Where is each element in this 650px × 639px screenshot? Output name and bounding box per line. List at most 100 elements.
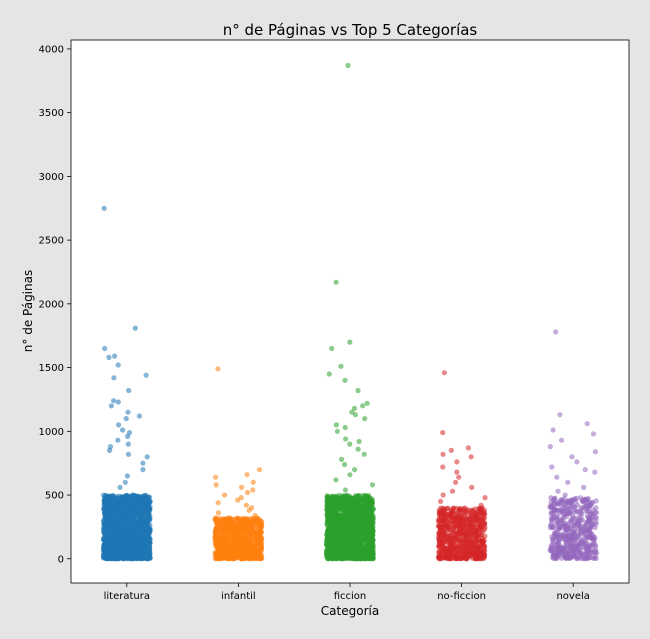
point-ficcion [333,521,340,527]
point-infantil [215,510,222,516]
point-literatura [114,540,120,547]
outlier-literatura [101,205,107,211]
point-ficcion [350,554,356,560]
point-ficcion [359,515,365,521]
point-ficcion [324,531,330,537]
point-infantil [250,479,256,485]
point-literatura [137,521,143,527]
point-infantil [227,521,233,527]
point-literatura [106,540,112,546]
point-literatura [131,535,137,541]
point-ficcion [340,499,346,505]
point-literatura [140,467,146,473]
point-ficcion [334,428,340,434]
point-literatura [146,499,153,505]
point-literatura [112,516,118,522]
point-ficcion [329,345,335,352]
point-ficcion [339,530,345,536]
point-literatura [117,484,123,490]
point-literatura [125,451,132,457]
point-literatura [141,515,147,521]
point-ficcion [343,492,349,498]
point-no-ficcion [481,546,487,552]
point-ficcion [347,339,353,345]
outlier-ficcion [333,279,339,285]
point-ficcion [344,507,350,513]
point-literatura [137,499,143,505]
point-ficcion [366,509,372,515]
point-ficcion [344,499,350,505]
plot-area [71,40,629,583]
point-literatura [102,551,108,557]
point-infantil [235,536,241,542]
point-infantil [247,541,254,548]
point-ficcion [365,505,371,511]
point-literatura [135,504,141,510]
point-literatura [121,494,127,500]
point-infantil [256,526,262,532]
point-ficcion [342,461,348,468]
point-ficcion [370,543,376,549]
point-ficcion [360,507,366,513]
point-ficcion [369,528,375,534]
point-literatura [107,517,113,523]
point-ficcion [330,509,336,515]
point-infantil [237,552,243,558]
point-ficcion [334,554,340,560]
point-ficcion [355,446,361,452]
point-ficcion [343,436,349,442]
point-literatura [102,530,108,537]
point-ficcion [361,451,367,457]
point-literatura [129,542,135,548]
point-infantil [229,530,235,536]
point-literatura [115,362,121,368]
point-ficcion [327,520,333,526]
point-infantil [212,535,218,541]
point-literatura [114,509,120,515]
point-infantil [212,553,218,559]
point-literatura [113,503,119,510]
point-ficcion [331,502,337,509]
point-literatura [139,537,146,544]
point-ficcion [341,534,348,540]
point-ficcion [362,416,368,422]
point-literatura [130,520,136,526]
point-infantil [218,536,224,542]
point-literatura [140,460,146,466]
outlier-literatura [132,325,138,331]
point-literatura [125,441,131,447]
point-literatura [119,509,125,516]
point-literatura [131,554,137,560]
point-infantil [235,530,242,536]
point-ficcion [363,538,369,544]
point-ficcion [339,507,346,513]
point-infantil [239,484,245,490]
point-ficcion [347,441,353,447]
point-infantil [245,516,251,522]
point-ficcion [342,377,348,383]
point-ficcion [352,467,358,473]
point-ficcion [343,513,349,519]
point-literatura [144,454,150,460]
point-literatura [106,497,112,503]
point-literatura [106,548,112,554]
point-infantil [224,531,230,537]
point-infantil [218,526,224,533]
point-infantil [213,515,219,522]
point-ficcion [344,554,350,560]
point-literatura [110,494,116,500]
point-ficcion [369,502,375,508]
point-ficcion [362,522,368,529]
point-infantil [249,505,255,511]
point-literatura [145,514,152,520]
point-ficcion [339,551,345,557]
point-literatura [106,354,112,360]
point-literatura [135,545,141,551]
point-infantil [244,489,251,496]
point-literatura [143,372,149,378]
point-literatura [122,479,128,485]
point-ficcion [328,515,334,521]
point-infantil [235,515,241,522]
outlier-ficcion [345,62,351,69]
